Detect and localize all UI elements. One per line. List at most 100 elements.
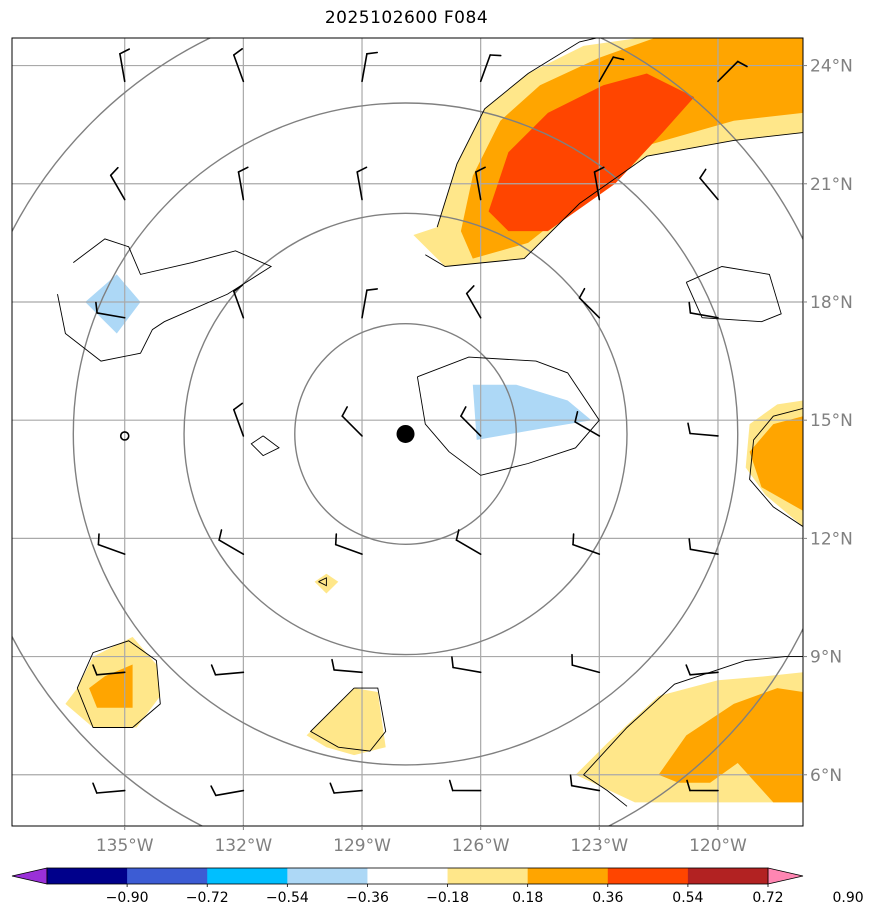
wind-barb-staff: [474, 171, 482, 201]
colorbar-tick-label: 0.72: [752, 890, 783, 906]
x-tick-label: 135°W: [96, 836, 154, 856]
x-tick-label: 120°W: [689, 836, 747, 856]
contour-line: [76, 640, 161, 728]
filled-contour-region: [472, 384, 592, 440]
wind-barb-feather: [688, 301, 692, 314]
colorbar-tick-label: 0.36: [592, 890, 623, 906]
colorbar-extend-low: [11, 867, 48, 885]
contour-line: [436, 38, 599, 228]
wind-barb-feather: [366, 288, 379, 292]
wind-barb-staff: [574, 421, 601, 437]
wind-barb-feather: [366, 51, 379, 55]
wind-barb: [593, 166, 605, 201]
wind-barb-feather: [460, 406, 467, 417]
wind-barb: [455, 529, 482, 555]
wind-barb: [210, 785, 245, 797]
x-tick-label: 126°W: [452, 836, 510, 856]
filled-contour-region: [255, 432, 279, 456]
wind-barb: [474, 166, 486, 201]
wind-barb-staff: [689, 312, 719, 319]
filled-contour-region: [698, 270, 778, 322]
wind-barb-staff: [572, 543, 601, 555]
x-tick-label: 129°W: [333, 836, 391, 856]
contour-line: [583, 774, 628, 807]
wind-barb-feather: [119, 48, 130, 55]
wind-barb-staff: [570, 784, 601, 792]
x-tick-label: 132°W: [214, 836, 272, 856]
calm-wind-circle: [119, 431, 130, 441]
contour-line: [685, 266, 782, 323]
range-ring: [183, 212, 628, 656]
colorbar-segment: [527, 868, 609, 884]
filled-contour-region: [199, 262, 252, 283]
wind-barb-feather: [233, 284, 243, 293]
wind-barb-staff: [578, 297, 601, 319]
colorbar-tick-label: −0.18: [426, 890, 469, 906]
wind-barb-feather: [699, 168, 707, 179]
wind-barb-staff: [598, 56, 615, 83]
wind-barb: [688, 301, 719, 319]
wind-barb-staff: [452, 666, 482, 674]
wind-barb: [97, 533, 126, 555]
wind-barb-feather: [593, 166, 605, 173]
contour-line: [749, 407, 803, 527]
colorbar-tick-label: −0.36: [346, 890, 389, 906]
chart-title: 2025102600 F084: [324, 8, 489, 28]
contour-line: [425, 132, 803, 267]
wind-barb-staff: [689, 432, 719, 437]
map-area: [12, 38, 803, 826]
wind-barb-feather: [448, 779, 454, 792]
wind-barb: [460, 406, 482, 437]
wind-barb: [329, 782, 363, 794]
wind-barb: [465, 285, 482, 319]
colorbar-segment: [207, 868, 288, 884]
filled-contour-region: [488, 73, 695, 232]
wind-barb-staff: [361, 289, 368, 319]
wind-barb-feather: [489, 54, 502, 57]
wind-barb-feather: [233, 47, 243, 56]
wind-barb-feather: [736, 60, 748, 68]
storm-center-marker: [396, 424, 415, 443]
colorbar-segment: [367, 868, 449, 884]
wind-barb: [571, 653, 601, 674]
wind-barb-staff: [356, 171, 363, 201]
map-frame: [11, 37, 804, 827]
colorbar-segment: [127, 868, 208, 884]
wind-barb-feather: [97, 533, 100, 546]
range-ring: [294, 322, 517, 545]
range-ring: [72, 102, 739, 766]
wind-barb-staff: [109, 174, 126, 201]
contour-line: [57, 238, 273, 362]
wind-barb: [95, 301, 126, 319]
wind-barb: [686, 779, 719, 792]
colorbar-extend-high: [767, 867, 804, 885]
y-tick-label: 15°N: [810, 411, 853, 431]
y-tick-label: 21°N: [810, 175, 853, 195]
wind-barb-staff: [119, 52, 126, 83]
wind-barb: [331, 658, 363, 674]
filled-contour-region: [306, 688, 386, 756]
wind-barb-staff: [333, 669, 363, 674]
wind-barb-staff: [361, 52, 368, 83]
wind-barb-feather: [688, 538, 692, 551]
wind-barb-staff: [571, 664, 601, 674]
wind-barb-feather: [334, 533, 338, 546]
wind-barb-feather: [356, 166, 368, 173]
y-tick-label: 6°N: [810, 766, 842, 786]
wind-barb-staff: [689, 548, 719, 555]
wind-barb: [685, 664, 719, 676]
wind-barb-staff: [479, 54, 492, 83]
wind-barb: [569, 774, 601, 792]
y-tick-label: 24°N: [810, 57, 853, 77]
wind-barb-feather: [109, 166, 119, 177]
wind-barb: [334, 533, 363, 555]
wind-barb: [210, 664, 245, 676]
wind-barb: [237, 166, 249, 201]
wind-barb-feather: [572, 533, 575, 546]
wind-barb-staff: [233, 54, 245, 83]
wind-barb-feather: [687, 422, 691, 435]
wind-barb: [218, 529, 245, 555]
wind-barb-staff: [233, 408, 245, 437]
wind-barb-feather: [612, 56, 625, 61]
